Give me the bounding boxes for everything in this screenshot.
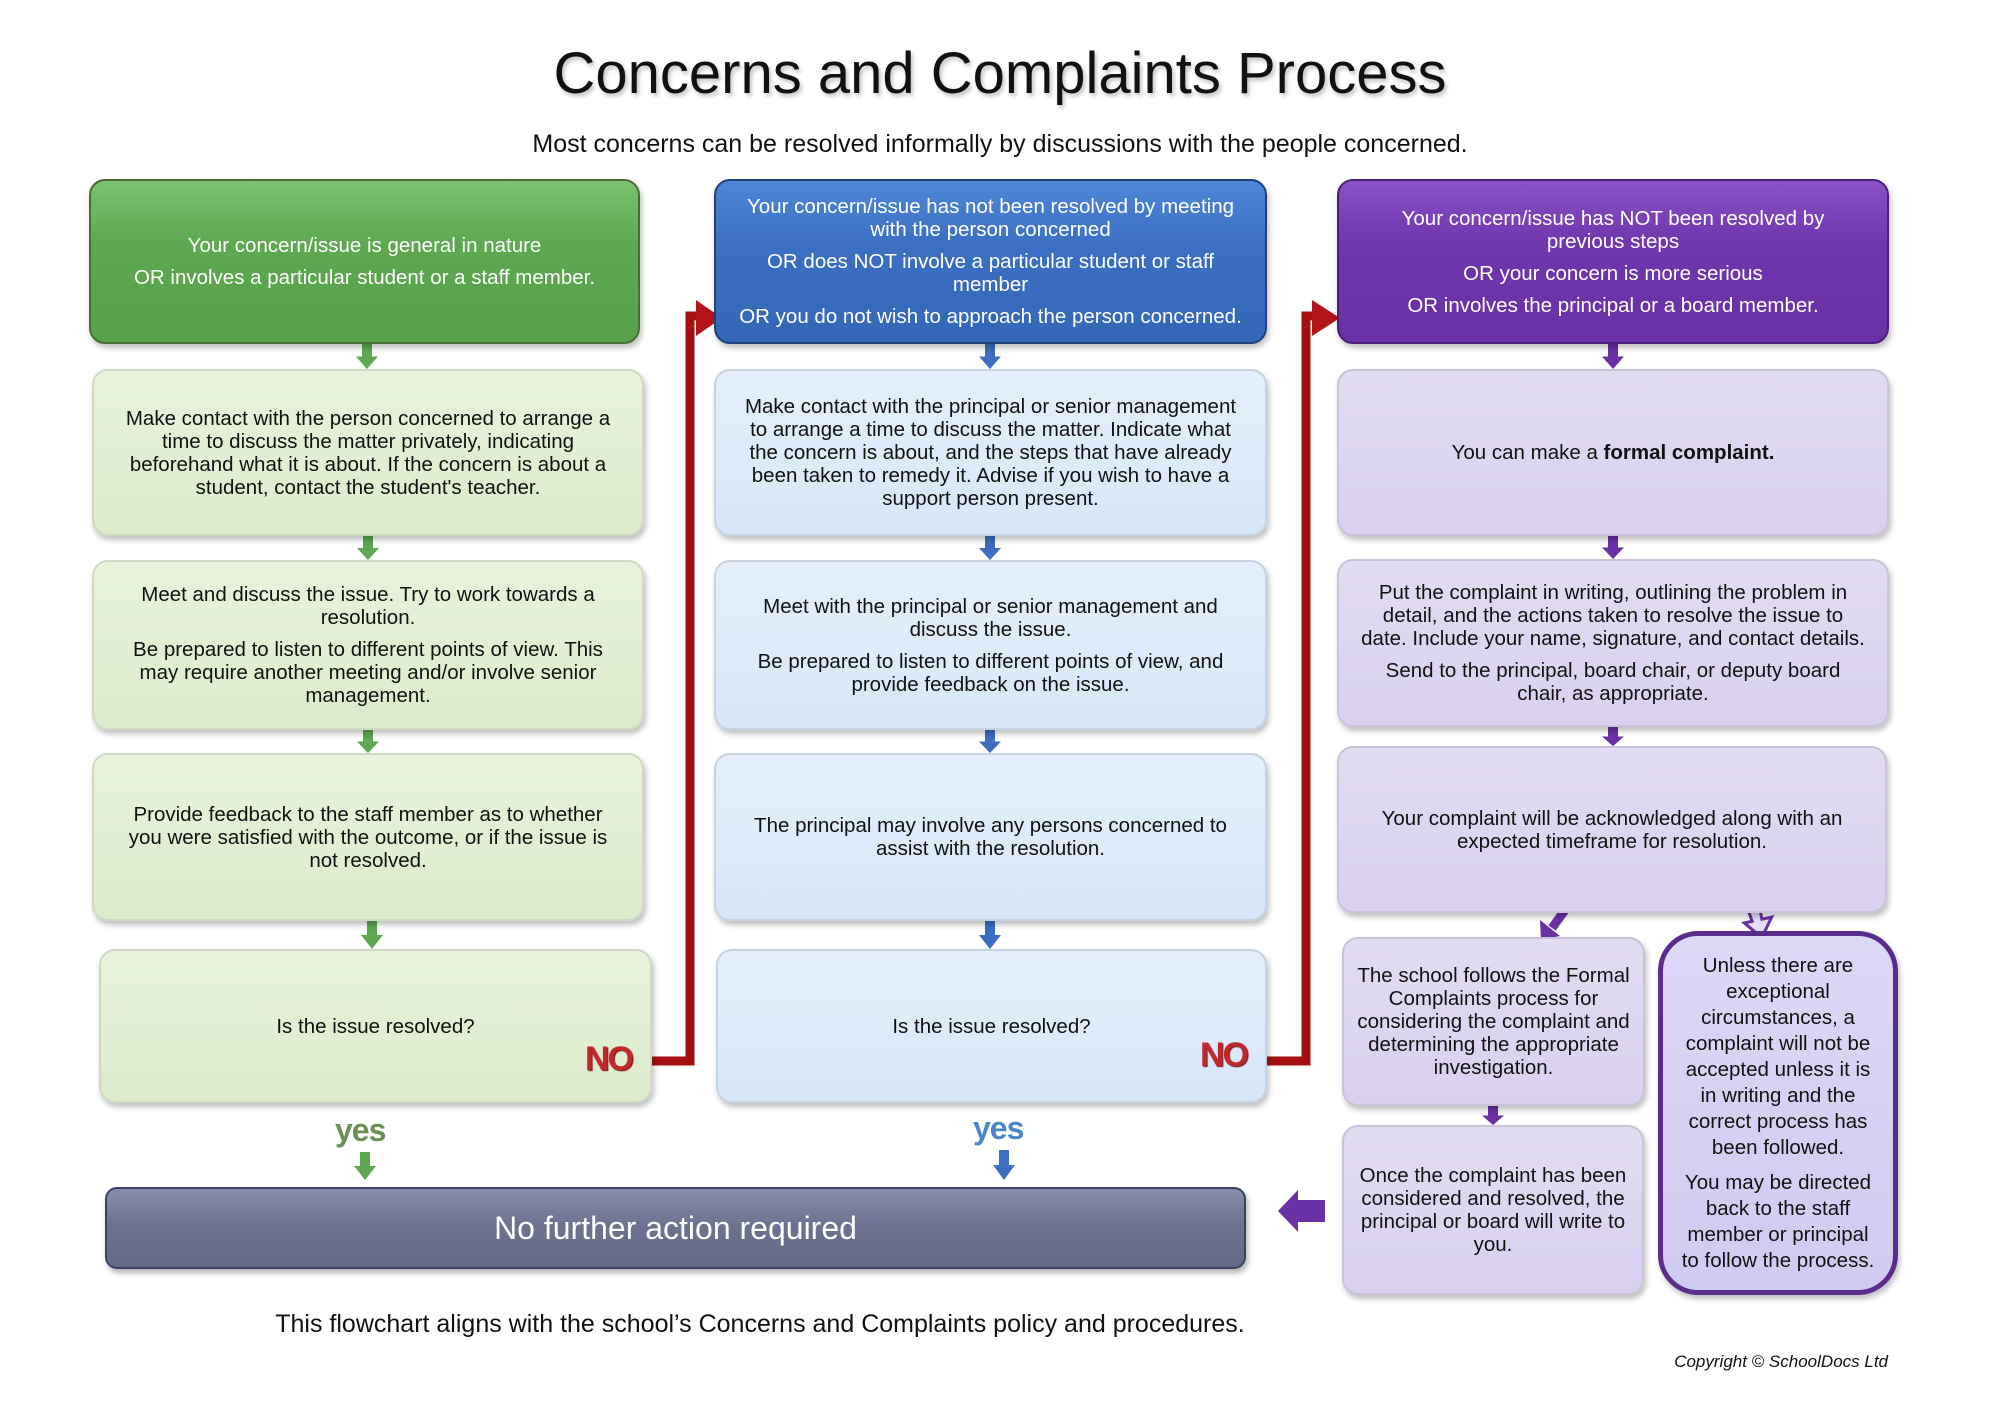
header-line: Your concern/issue has NOT been resolved… xyxy=(1401,206,1825,253)
question-text: Is the issue resolved? xyxy=(892,1014,1091,1038)
question-text: Is the issue resolved? xyxy=(276,1014,475,1038)
col1-yes-label: yes xyxy=(335,1112,386,1148)
resolved-text: Once the complaint has been considered a… xyxy=(1359,1164,1627,1256)
down-arrow-icon xyxy=(1602,536,1624,559)
no-connector-2 xyxy=(1264,311,1316,1066)
subtitle: Most concerns can be resolved informally… xyxy=(532,130,1468,158)
down-arrow-icon xyxy=(357,730,379,753)
copyright: Copyright © SchoolDocs Ltd xyxy=(1674,1352,1888,1371)
header-line: OR involves a particular student or a st… xyxy=(133,266,596,289)
down-arrow-icon xyxy=(979,536,1001,560)
col2-question: Is the issue resolved? xyxy=(716,949,1267,1103)
col2-yes-label: yes xyxy=(973,1110,1024,1146)
col2-step-3: The principal may involve any persons co… xyxy=(714,753,1267,921)
down-arrow-icon xyxy=(1482,1106,1504,1125)
header-line: Your concern/issue is general in nature xyxy=(187,234,542,257)
no-further-action-bar: No further action required xyxy=(105,1187,1246,1269)
col1-no-label: NO xyxy=(585,1040,634,1078)
step-text: Send to the principal, board chair, or d… xyxy=(1385,659,1841,705)
no-connector-2-arrowhead xyxy=(1312,300,1340,336)
col3-step-writing: Put the complaint in writing, outlining … xyxy=(1337,559,1889,727)
col3-header: Your concern/issue has NOT been resolved… xyxy=(1337,179,1889,344)
step-text: Provide feedback to the staff member as … xyxy=(128,802,608,872)
col1-step-3: Provide feedback to the staff member as … xyxy=(92,753,644,921)
process-text: The school follows the Formal Complaints… xyxy=(1357,964,1630,1079)
step-text: Put the complaint in writing, outlining … xyxy=(1361,581,1865,650)
col2-step-2: Meet with the principal or senior manage… xyxy=(714,560,1267,730)
step-text: Meet with the principal or senior manage… xyxy=(763,594,1218,641)
col3-note: Unless there are exceptional circumstanc… xyxy=(1658,931,1898,1295)
header-line: Your concern/issue has not been resolved… xyxy=(747,195,1234,241)
col2-step-1: Make contact with the principal or senio… xyxy=(714,369,1267,536)
step-text: The principal may involve any persons co… xyxy=(754,814,1227,860)
step-text: Be prepared to listen to different point… xyxy=(133,638,603,707)
formal-bold: formal complaint. xyxy=(1603,441,1775,464)
col2-no-label: NO xyxy=(1200,1036,1249,1074)
down-arrow-icon xyxy=(354,1152,376,1180)
col1-header: Your concern/issue is general in nature … xyxy=(89,179,640,344)
col1-step-2: Meet and discuss the issue. Try to work … xyxy=(92,560,644,730)
final-text: No further action required xyxy=(494,1209,857,1246)
down-arrow-icon xyxy=(1602,727,1624,746)
col3-formal-complaint: You can make a formal complaint. xyxy=(1337,369,1889,536)
down-arrow-icon xyxy=(357,536,379,560)
diagonal-arrow-icon xyxy=(1540,907,1569,940)
left-arrow-icon xyxy=(1278,1190,1325,1232)
step-text: Be prepared to listen to different point… xyxy=(757,649,1224,696)
col1-question: Is the issue resolved? xyxy=(99,949,652,1103)
col3-resolved: Once the complaint has been considered a… xyxy=(1342,1125,1644,1295)
header-line: OR involves the principal or a board mem… xyxy=(1407,293,1819,317)
page-title: Concerns and Complaints Process xyxy=(553,41,1447,106)
down-arrow-icon xyxy=(361,921,383,949)
header-line: OR your concern is more serious xyxy=(1463,261,1763,285)
header-line: OR does NOT involve a particular student… xyxy=(766,250,1215,296)
step-text: Your complaint will be acknowledged alon… xyxy=(1381,806,1843,853)
col3-step-acknowledged: Your complaint will be acknowledged alon… xyxy=(1337,746,1887,913)
step-text: Meet and discuss the issue. Try to work … xyxy=(141,583,595,629)
note-text: Unless there are exceptional circumstanc… xyxy=(1685,953,1871,1159)
col3-process: The school follows the Formal Complaints… xyxy=(1342,937,1645,1106)
down-arrow-icon xyxy=(979,344,1001,369)
step-text: Make contact with the principal or senio… xyxy=(744,395,1237,510)
col1-step-1: Make contact with the person concerned t… xyxy=(92,369,644,536)
down-arrow-icon xyxy=(979,730,1001,753)
step-text: Make contact with the person concerned t… xyxy=(125,406,611,499)
col2-header: Your concern/issue has not been resolved… xyxy=(714,179,1267,344)
formal-complaint-text: You can make a formal complaint. xyxy=(1452,441,1775,464)
no-connector-1 xyxy=(648,311,700,1066)
down-arrow-icon xyxy=(356,344,378,369)
down-arrow-icon xyxy=(1602,344,1624,369)
footer-note: This flowchart aligns with the school’s … xyxy=(275,1310,1245,1338)
formal-prefix: You can make a xyxy=(1451,441,1604,464)
down-arrow-icon xyxy=(993,1150,1015,1180)
no-connector-1-arrowhead xyxy=(696,300,722,336)
down-arrow-icon xyxy=(979,921,1001,949)
header-line: OR you do not wish to approach the perso… xyxy=(739,305,1242,328)
note-text: You may be directed back to the staff me… xyxy=(1681,1170,1875,1272)
